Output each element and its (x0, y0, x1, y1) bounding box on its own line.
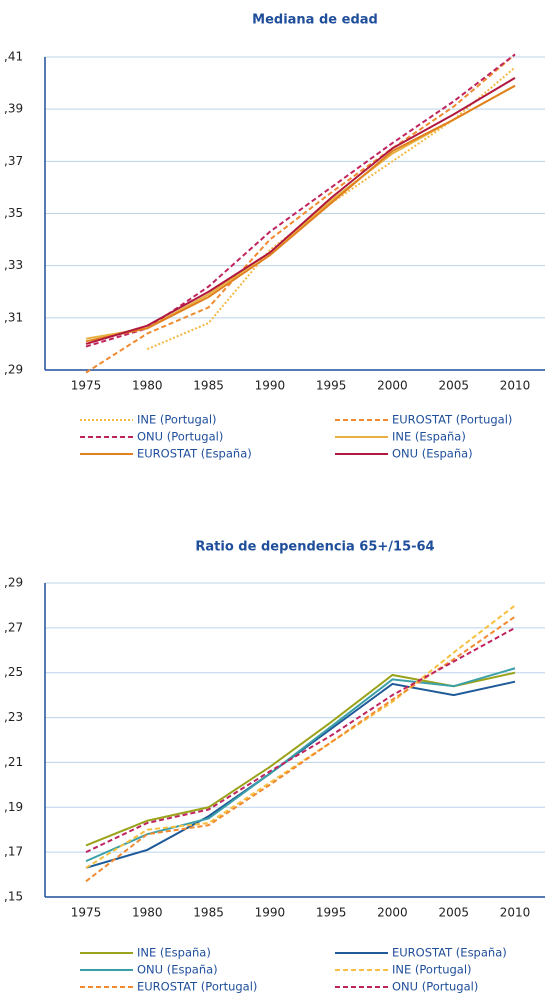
x-tick-label: 1975 (71, 906, 102, 920)
x-tick-label: 2005 (438, 379, 469, 393)
x-tick-label: 2005 (438, 906, 469, 920)
legend-label: INE (Portugal) (137, 413, 217, 427)
x-tick-label: 2010 (500, 379, 531, 393)
legend-label: INE (España) (392, 430, 466, 444)
series-line (85, 53, 516, 348)
x-tick-label: 1995 (316, 379, 347, 393)
series-line (85, 84, 516, 343)
y-tick-label: ,15 (4, 890, 23, 904)
legend-label: EUROSTAT (Portugal) (392, 413, 512, 427)
series-line (85, 667, 516, 863)
y-tick-label: ,41 (4, 50, 23, 64)
series-line (85, 671, 516, 847)
legend-label: INE (España) (137, 946, 211, 960)
y-tick-label: ,19 (4, 800, 23, 814)
x-tick-label: 2000 (377, 906, 408, 920)
chart-title: Mediana de edad (252, 13, 378, 28)
x-tick-label: 1990 (255, 906, 286, 920)
y-tick-label: ,29 (4, 363, 23, 377)
legend-label: ONU (Portugal) (137, 430, 223, 444)
series-line (85, 604, 516, 869)
legend-label: EUROSTAT (España) (137, 447, 252, 461)
y-tick-label: ,25 (4, 665, 23, 679)
x-tick-label: 2000 (377, 379, 408, 393)
legend-label: EUROSTAT (Portugal) (137, 980, 257, 994)
legend-label: ONU (España) (137, 963, 218, 977)
y-tick-label: ,17 (4, 845, 23, 859)
series-line (85, 77, 516, 345)
x-tick-label: 1985 (193, 906, 224, 920)
y-tick-label: ,31 (4, 310, 23, 324)
series-line (85, 84, 516, 340)
legend-label: ONU (Portugal) (392, 980, 478, 994)
series-line (85, 53, 516, 374)
series-line (85, 615, 516, 883)
y-tick-label: ,35 (4, 206, 23, 220)
series-line (85, 680, 516, 869)
x-tick-label: 1990 (255, 379, 286, 393)
y-tick-label: ,37 (4, 154, 23, 168)
x-tick-label: 1975 (71, 379, 102, 393)
legend-label: ONU (España) (392, 447, 473, 461)
x-tick-label: 2010 (500, 906, 531, 920)
x-tick-label: 1980 (132, 906, 163, 920)
y-tick-label: ,27 (4, 620, 23, 634)
legend-label: INE (Portugal) (392, 963, 472, 977)
y-tick-label: ,29 (4, 576, 23, 590)
x-tick-label: 1995 (316, 906, 347, 920)
legend-label: EUROSTAT (España) (392, 946, 507, 960)
chart-title: Ratio de dependencia 65+/15-64 (195, 540, 434, 555)
x-tick-label: 1980 (132, 379, 163, 393)
series-line (85, 626, 516, 854)
y-tick-label: ,39 (4, 102, 23, 116)
y-tick-label: ,23 (4, 710, 23, 724)
y-tick-label: ,21 (4, 755, 23, 769)
x-tick-label: 1985 (193, 379, 224, 393)
y-tick-label: ,33 (4, 258, 23, 272)
